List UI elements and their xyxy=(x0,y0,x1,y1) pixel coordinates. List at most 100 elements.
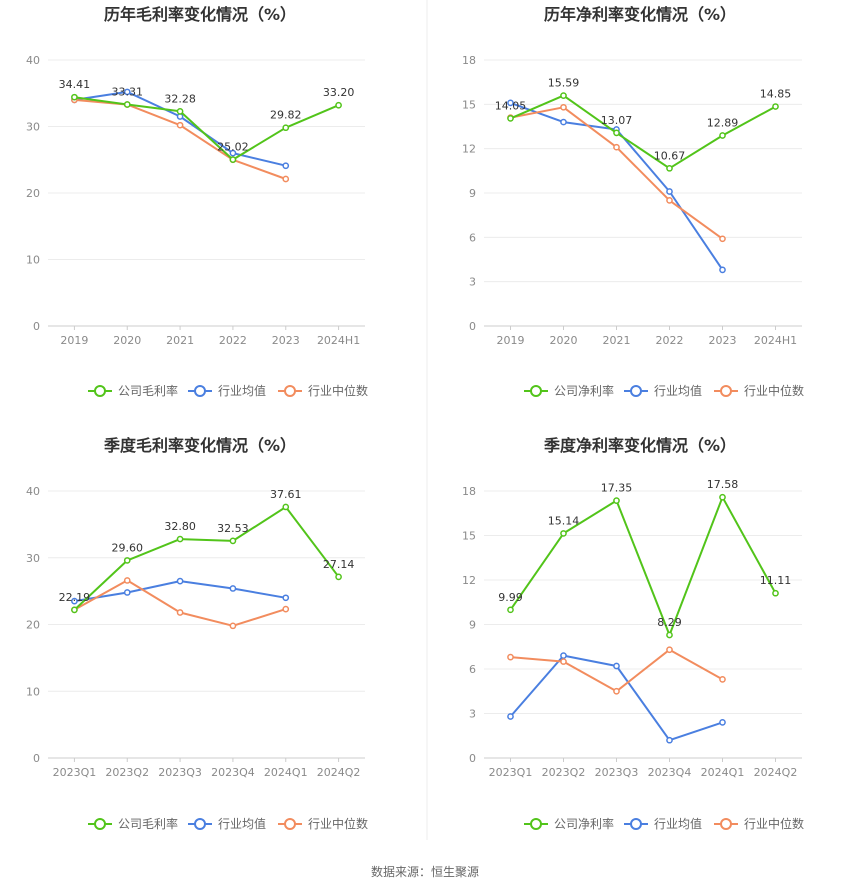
data-point xyxy=(613,497,620,504)
data-point xyxy=(176,113,184,120)
data-point xyxy=(123,577,131,584)
x-tick-label: 2023Q1 xyxy=(489,766,533,779)
data-label: 9.99 xyxy=(498,591,523,604)
legend-label: 行业中位数 xyxy=(744,816,804,831)
legend-marker xyxy=(284,818,296,830)
x-tick-label: 2021 xyxy=(603,334,631,347)
data-label: 27.14 xyxy=(323,558,355,571)
x-tick-label: 2021 xyxy=(166,334,194,347)
data-label: 25.02 xyxy=(217,141,249,154)
x-tick-label: 2023Q4 xyxy=(648,766,692,779)
data-point xyxy=(666,631,673,639)
data-point xyxy=(560,530,567,537)
x-tick-label: 2024Q1 xyxy=(701,766,745,779)
legend-label: 行业均值 xyxy=(218,383,266,398)
data-label: 8.29 xyxy=(657,616,682,629)
x-tick-label: 2024H1 xyxy=(754,334,797,347)
legend-marker xyxy=(530,818,542,830)
data-point xyxy=(176,577,184,585)
legend-marker xyxy=(194,385,206,397)
x-tick-label: 2023Q3 xyxy=(595,766,639,779)
x-tick-label: 2024Q2 xyxy=(317,766,361,779)
data-point xyxy=(335,573,342,581)
y-tick-label: 6 xyxy=(469,663,476,676)
data-point xyxy=(176,609,184,616)
legend-marker xyxy=(94,818,106,830)
chart-title: 历年毛利率变化情况（%） xyxy=(104,5,296,24)
series-line xyxy=(73,506,340,611)
legend-label: 行业中位数 xyxy=(744,383,804,398)
y-tick-label: 15 xyxy=(462,98,476,111)
data-point xyxy=(229,622,237,630)
x-tick-label: 2020 xyxy=(550,334,578,347)
data-label: 17.35 xyxy=(601,482,633,495)
legend-marker xyxy=(530,385,542,397)
data-point xyxy=(560,658,567,665)
y-tick-label: 0 xyxy=(33,752,40,765)
data-point xyxy=(123,557,131,564)
data-label: 14.85 xyxy=(760,88,792,101)
data-label: 12.89 xyxy=(707,117,739,130)
data-point xyxy=(666,164,673,172)
data-point xyxy=(123,589,131,596)
x-tick-label: 2023Q3 xyxy=(158,766,202,779)
legend-label: 行业均值 xyxy=(654,383,702,398)
x-tick-label: 2023 xyxy=(272,334,300,347)
data-point xyxy=(176,535,184,543)
data-point xyxy=(560,118,567,126)
data-point xyxy=(282,605,290,613)
data-point xyxy=(229,537,237,545)
legend-label: 公司净利率 xyxy=(554,383,614,398)
data-label: 32.80 xyxy=(164,520,196,533)
data-point xyxy=(507,115,514,122)
data-point xyxy=(560,652,567,660)
y-tick-label: 9 xyxy=(469,187,476,200)
data-point xyxy=(229,156,237,163)
data-point xyxy=(282,162,290,170)
x-tick-label: 2022 xyxy=(219,334,247,347)
data-point xyxy=(613,687,620,695)
data-point xyxy=(123,101,131,108)
x-tick-label: 2020 xyxy=(113,334,141,347)
data-point xyxy=(560,92,567,99)
chart-panel-4: 季度净利率变化情况（%） 0 3 6 9 12 15 18 2023Q1 2023Q2 2023Q3… xyxy=(462,436,804,831)
series-line xyxy=(509,496,777,636)
legend-marker xyxy=(284,385,296,397)
data-point xyxy=(719,235,726,243)
legend-marker xyxy=(720,818,732,830)
chart-panel-3: 季度毛利率变化情况（%） 0 10 20 30 40 2023Q1 2023Q2 2023Q3 2… xyxy=(26,436,368,831)
data-point xyxy=(71,606,78,614)
data-point xyxy=(507,99,514,107)
y-tick-label: 18 xyxy=(462,485,476,498)
y-tick-label: 9 xyxy=(469,619,476,632)
data-label: 15.59 xyxy=(548,77,580,90)
y-tick-label: 12 xyxy=(462,143,476,156)
legend-marker xyxy=(194,818,206,830)
data-point xyxy=(229,585,237,592)
y-tick-label: 12 xyxy=(462,574,476,587)
data-point xyxy=(666,188,673,195)
x-tick-label: 2024H1 xyxy=(317,334,360,347)
x-tick-label: 2023Q4 xyxy=(211,766,255,779)
x-tick-label: 2024Q1 xyxy=(264,766,308,779)
data-point xyxy=(666,736,673,744)
data-label: 14.05 xyxy=(495,99,527,112)
y-tick-label: 40 xyxy=(26,485,40,498)
data-point xyxy=(335,101,342,109)
data-label: 13.07 xyxy=(601,114,633,127)
y-tick-label: 20 xyxy=(26,187,40,200)
data-point xyxy=(719,676,726,683)
legend-label: 行业中位数 xyxy=(308,383,368,398)
data-label: 32.28 xyxy=(164,92,196,105)
legend-marker xyxy=(630,385,642,397)
y-tick-label: 3 xyxy=(469,708,476,721)
data-point xyxy=(176,107,184,115)
data-point xyxy=(229,149,237,157)
data-label: 32.53 xyxy=(217,522,249,535)
x-tick-label: 2019 xyxy=(60,334,88,347)
y-tick-label: 15 xyxy=(462,530,476,543)
legend-marker xyxy=(720,385,732,397)
data-point xyxy=(613,129,620,137)
data-label: 10.67 xyxy=(654,149,686,162)
